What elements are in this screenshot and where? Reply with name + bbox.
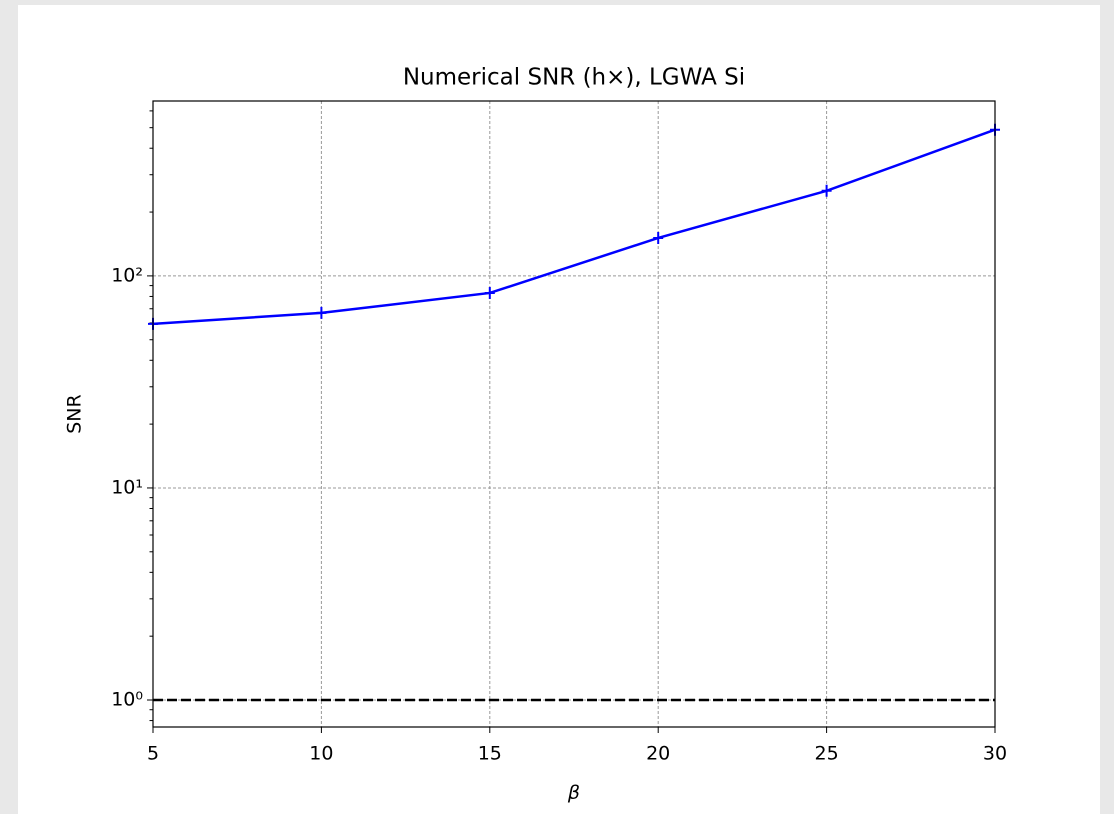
marker [653, 231, 664, 244]
y-axis-label: SNR [64, 394, 86, 433]
y-tick-label: 10¹ [111, 476, 143, 498]
x-tick-label: 15 [478, 743, 502, 765]
y-tick-label: 10⁰ [111, 689, 143, 711]
x-tick-label: 25 [815, 743, 839, 765]
figure [18, 5, 1100, 814]
marker [821, 184, 832, 197]
x-tick-label: 20 [646, 743, 670, 765]
x-axis-label: β [567, 782, 580, 804]
y-tick-label: 10² [111, 264, 143, 286]
chart-title: Numerical SNR (h×), LGWA Si [403, 65, 745, 91]
x-tick-label: 5 [147, 743, 159, 765]
plot-frame [152, 100, 996, 728]
x-tick-label: 30 [983, 743, 1007, 765]
series-line [152, 128, 996, 326]
marker [484, 286, 495, 299]
marker [316, 306, 327, 319]
x-tick-label: 10 [309, 743, 333, 765]
